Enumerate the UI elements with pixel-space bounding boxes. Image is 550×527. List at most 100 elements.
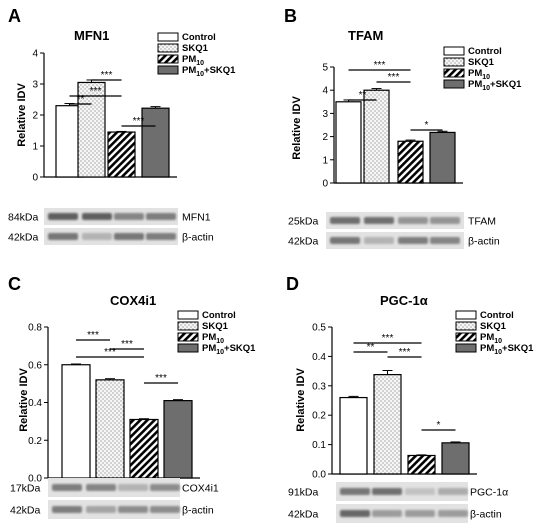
chart-title: COX4i1 [110,293,156,308]
chart-title: MFN1 [74,28,109,43]
y-tick-label: 0.0 [28,474,42,485]
y-tick-label: 0.2 [28,436,42,447]
bar-control [61,364,91,479]
blot-band [150,506,180,513]
bar-skq1 [77,81,106,178]
bar-pm10-skq1 [441,442,470,475]
y-tick-label: 2 [322,132,328,143]
molecular-weight-label: 42kDa [10,505,41,517]
legend-swatch-pm10-skq1 [455,343,477,353]
significance-label: *** [374,60,386,71]
legend-swatch-pm10-skq1 [443,79,465,89]
molecular-weight-label: 91kDa [288,487,319,499]
significance-label: *** [121,339,133,350]
chart-title: PGC-1α [380,293,428,308]
significance-label: *** [133,116,145,127]
blot-band [82,213,112,220]
y-tick-label: 1 [322,155,328,166]
significance-label: ** [359,90,367,101]
blot-band [330,237,360,244]
legend-swatch-pm10-skq1 [177,343,199,353]
significance-label: *** [155,373,167,384]
y-tick-label: 4 [32,49,38,60]
protein-label: β-actin [182,232,214,244]
legend-label-pm10-skq1: PM10+SKQ1 [182,65,236,78]
y-tick-label: 0.8 [28,323,42,334]
bar-pm10 [129,418,159,479]
blot-band [340,510,370,517]
blot-band [114,233,144,240]
molecular-weight-label: 25kDa [288,216,319,228]
y-tick-label: 0.2 [312,411,326,422]
blot-band [114,213,144,220]
blot-band [430,217,460,224]
significance-label: *** [382,333,394,344]
significance-label: ** [77,94,85,105]
bar-control [339,396,368,475]
bar-pm10-skq1 [429,131,456,184]
significance-label: *** [104,347,116,358]
blot-band [438,510,468,517]
blot-band [405,510,435,517]
blot-band [146,213,176,220]
legend-label-pm10-skq1: PM10+SKQ1 [480,343,534,356]
blot-band [430,237,460,244]
legend-swatch-skq1 [157,43,179,53]
molecular-weight-label: 42kDa [288,236,319,248]
blot-band [405,488,435,495]
legend-label-pm10-skq1: PM10+SKQ1 [202,343,256,356]
legend-swatch-pm10-skq1 [157,65,179,75]
y-tick-label: 0 [32,173,38,184]
panel-letter: D [286,274,299,294]
legend-swatch-pm10 [157,54,179,64]
legend-label-pm10: PM10 [202,332,224,345]
bar-pm10-skq1 [163,400,193,479]
legend-swatch-pm10 [177,332,199,342]
legend-label-pm10-skq1: PM10+SKQ1 [468,79,522,92]
blot-band [398,217,428,224]
panel-letter: A [8,6,21,26]
blot-band [364,237,394,244]
legend-label-skq1: SKQ1 [468,57,495,68]
y-tick-label: 0.0 [312,470,326,481]
blot-band [118,506,148,513]
legend-swatch-skq1 [455,321,477,331]
legend-swatch-control [177,310,199,320]
y-tick-label: 0.1 [312,440,326,451]
y-tick-label: 0.4 [28,398,42,409]
legend-swatch-control [443,46,465,56]
bar-pm10 [107,131,136,178]
bar-skq1 [95,379,125,479]
significance-label: *** [87,330,99,341]
y-tick-label: 2 [32,111,38,122]
y-tick-label: 5 [322,63,328,74]
blot-band [340,488,370,495]
chart-title: TFAM [348,28,383,43]
blot-band [48,213,78,220]
blot-band [146,233,176,240]
y-tick-label: 0 [322,179,328,190]
blot-strip [326,212,464,229]
y-tick-label: 3 [32,80,38,91]
legend-swatch-skq1 [443,57,465,67]
blot-band [82,233,112,240]
protein-label: β-actin [182,505,214,517]
blot-band [364,217,394,224]
legend-label-pm10: PM10 [182,54,204,67]
legend-swatch-pm10 [443,68,465,78]
molecular-weight-label: 42kDa [8,232,39,244]
protein-label: PGC-1α [470,487,508,499]
protein-label: β-actin [470,509,502,521]
molecular-weight-label: 84kDa [8,212,39,224]
blot-band [52,484,82,491]
bar-pm10-skq1 [141,107,170,178]
legend-label-skq1: SKQ1 [480,321,507,332]
blot-band [118,484,148,491]
y-axis-label: Relative IDV [295,368,307,432]
legend-swatch-control [455,310,477,320]
significance-label: *** [101,70,113,81]
legend-label-control: Control [182,32,216,43]
blot-band [48,233,78,240]
